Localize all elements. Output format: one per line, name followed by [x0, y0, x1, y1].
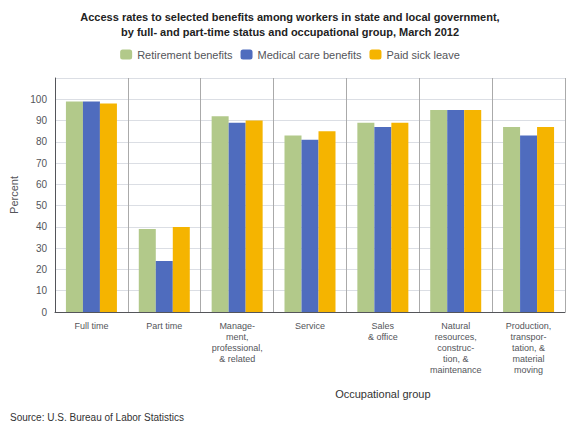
svg-text:30: 30: [36, 243, 48, 254]
svg-text:100: 100: [30, 94, 47, 105]
svg-text:Retirement benefits: Retirement benefits: [137, 49, 233, 61]
svg-text:90: 90: [36, 115, 48, 126]
svg-text:professional,: professional,: [212, 343, 263, 353]
svg-text:Paid sick leave: Paid sick leave: [386, 49, 459, 61]
svg-text:Percent: Percent: [8, 176, 20, 214]
svg-text:transpor-: transpor-: [511, 332, 547, 342]
svg-text:Source: U.S. Bureau of Labor S: Source: U.S. Bureau of Labor Statistics: [10, 412, 184, 423]
svg-text:60: 60: [36, 179, 48, 190]
svg-text:& office: & office: [368, 332, 398, 342]
svg-text:Full time: Full time: [74, 321, 108, 331]
svg-text:moving: moving: [514, 365, 543, 375]
svg-text:material: material: [513, 354, 545, 364]
svg-text:tation, &: tation, &: [512, 343, 545, 353]
svg-text:& related: & related: [219, 354, 255, 364]
svg-text:resources,: resources,: [435, 332, 477, 342]
svg-text:construc-: construc-: [437, 343, 474, 353]
svg-text:Production,: Production,: [506, 321, 552, 331]
svg-text:Natural: Natural: [441, 321, 470, 331]
svg-text:Manage-: Manage-: [219, 321, 255, 331]
svg-text:ment,: ment,: [226, 332, 249, 342]
svg-text:50: 50: [36, 200, 48, 211]
svg-text:Access rates to selected benef: Access rates to selected benefits among …: [80, 11, 499, 23]
svg-text:10: 10: [36, 285, 48, 296]
svg-text:20: 20: [36, 264, 48, 275]
svg-text:Service: Service: [295, 321, 325, 331]
svg-text:Occupational group: Occupational group: [335, 388, 430, 400]
svg-text:Medical care benefits: Medical care benefits: [258, 49, 362, 61]
svg-text:by full- and part-time status: by full- and part-time status and occupa…: [121, 26, 459, 38]
svg-text:tion, &: tion, &: [443, 354, 469, 364]
svg-text:maintenance: maintenance: [430, 365, 482, 375]
svg-text:40: 40: [36, 221, 48, 232]
svg-text:70: 70: [36, 158, 48, 169]
svg-text:80: 80: [36, 136, 48, 147]
svg-text:Sales: Sales: [372, 321, 395, 331]
svg-text:0: 0: [41, 307, 47, 318]
svg-text:Part time: Part time: [146, 321, 182, 331]
